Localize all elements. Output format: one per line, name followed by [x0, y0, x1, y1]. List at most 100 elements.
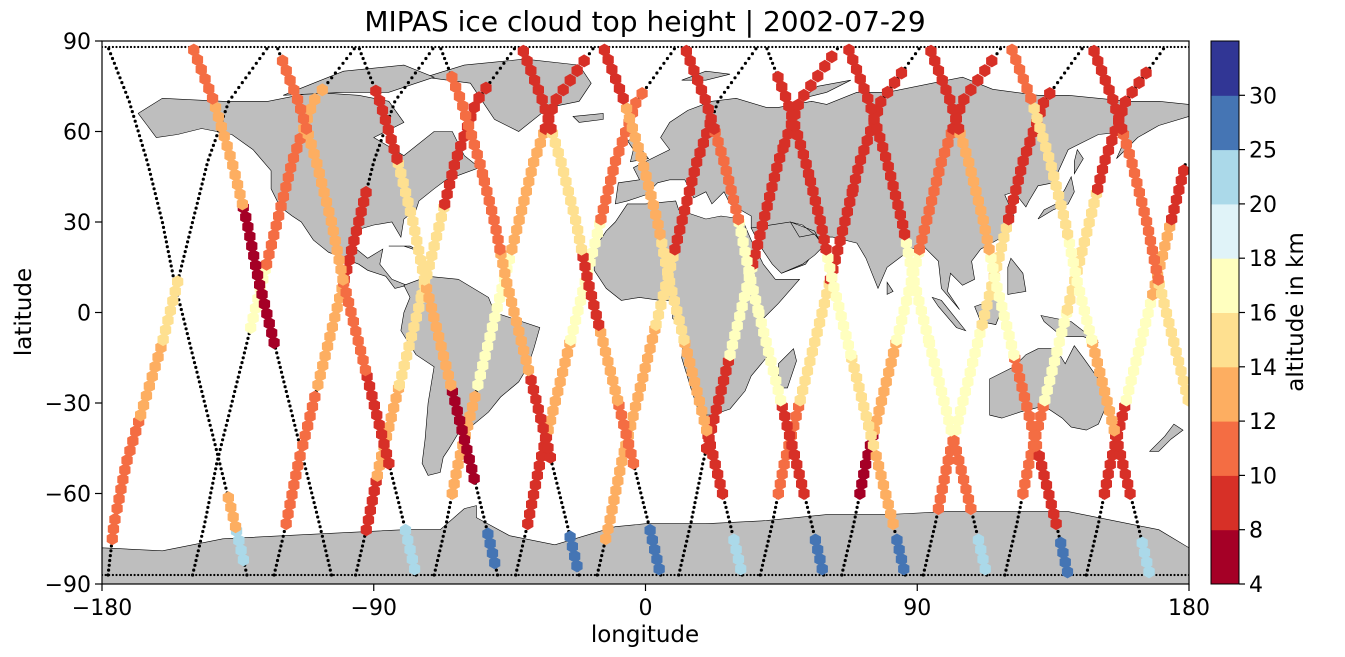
- cloud-top-marker: [981, 233, 993, 246]
- track-point: [1004, 568, 1008, 572]
- track-point: [1136, 525, 1140, 529]
- track-point: [698, 476, 702, 480]
- cloud-top-marker: [1124, 487, 1136, 500]
- track-point: [563, 515, 567, 519]
- track-point: [354, 573, 357, 577]
- track-point: [764, 45, 767, 49]
- track-point: [800, 573, 803, 577]
- track-point: [1085, 568, 1090, 572]
- track-point: [935, 515, 939, 519]
- cloud-top-marker: [885, 169, 897, 183]
- track-point: [271, 45, 274, 49]
- track-point: [326, 81, 330, 85]
- cloud-top-marker: [743, 264, 755, 278]
- cloud-top-marker: [468, 471, 480, 485]
- cloud-top-marker: [499, 266, 511, 280]
- cloud-top-marker: [998, 231, 1010, 245]
- track-point: [811, 529, 816, 534]
- track-point: [1122, 573, 1125, 577]
- track-point: [215, 462, 219, 466]
- cloud-top-marker: [1064, 293, 1076, 307]
- track-point: [1101, 501, 1105, 505]
- track-point: [560, 501, 564, 505]
- track-point: [289, 573, 292, 577]
- cloud-top-marker: [564, 530, 576, 544]
- cloud-top-marker: [510, 315, 522, 329]
- track-point: [553, 45, 557, 49]
- cloud-top-marker: [115, 482, 127, 496]
- cloud-top-marker: [593, 318, 605, 332]
- track-point: [753, 45, 756, 49]
- cloud-top-marker: [969, 346, 981, 360]
- cloud-top-marker: [726, 338, 739, 352]
- cloud-top-marker: [537, 421, 549, 435]
- cloud-top-marker: [544, 450, 556, 464]
- track-point: [923, 573, 926, 577]
- cloud-top-marker: [549, 136, 561, 150]
- track-point: [542, 573, 546, 577]
- track-point: [383, 573, 386, 577]
- cloud-segment: [522, 87, 648, 531]
- track-point: [552, 472, 557, 476]
- cloud-top-marker: [843, 43, 855, 57]
- track-point: [1144, 45, 1147, 49]
- cloud-top-marker: [521, 54, 533, 68]
- cloud-top-marker: [313, 166, 325, 180]
- cloud-top-marker: [797, 383, 809, 397]
- track-point: [736, 71, 741, 75]
- track-point: [483, 520, 487, 524]
- track-point: [195, 201, 199, 205]
- track-point: [582, 573, 586, 577]
- track-point: [575, 573, 578, 577]
- cloud-top-marker: [964, 365, 976, 379]
- track-point: [358, 573, 361, 577]
- track-point: [680, 558, 684, 563]
- cloud-top-marker: [861, 134, 873, 148]
- colorbar-tick-label: 25: [1249, 139, 1277, 164]
- track-point: [312, 501, 316, 505]
- cloud-top-marker: [688, 64, 700, 78]
- track-point: [211, 143, 215, 147]
- track-point: [307, 45, 310, 49]
- cloud-top-marker: [1170, 193, 1183, 207]
- track-point: [366, 182, 370, 186]
- cloud-top-marker: [688, 165, 700, 179]
- track-point: [367, 177, 371, 181]
- track-point: [442, 529, 446, 534]
- track-point: [908, 45, 912, 49]
- track-point: [861, 573, 865, 577]
- track-point: [648, 573, 651, 577]
- cloud-top-marker: [466, 462, 478, 476]
- track-point: [1104, 45, 1107, 49]
- track-point: [514, 573, 517, 577]
- track-point: [300, 573, 303, 577]
- cloud-top-marker: [442, 368, 454, 382]
- cloud-top-marker: [892, 198, 904, 212]
- track-point: [945, 45, 948, 49]
- cloud-top-marker: [111, 502, 123, 516]
- track-point: [199, 187, 203, 191]
- track-point: [743, 61, 748, 65]
- cloud-top-marker: [396, 368, 408, 382]
- cloud-top-marker: [221, 139, 233, 153]
- cloud-top-marker: [473, 91, 485, 105]
- cloud-top-marker: [644, 523, 656, 537]
- track-point: [850, 529, 854, 534]
- track-point: [358, 45, 361, 49]
- cloud-segment: [680, 44, 828, 576]
- cloud-top-marker: [977, 213, 989, 227]
- cloud-top-marker: [299, 429, 311, 443]
- cloud-top-marker: [947, 102, 959, 116]
- cloud-top-marker: [1005, 338, 1018, 352]
- cloud-top-marker: [476, 167, 489, 181]
- cloud-top-marker: [333, 253, 345, 267]
- cloud-top-marker: [486, 546, 499, 560]
- track-point: [196, 196, 201, 201]
- cloud-top-marker: [674, 223, 686, 237]
- track-point: [401, 573, 404, 577]
- cloud-top-marker: [409, 562, 421, 576]
- track-point: [233, 389, 237, 394]
- track-point: [738, 45, 741, 49]
- cloud-top-marker: [779, 409, 791, 423]
